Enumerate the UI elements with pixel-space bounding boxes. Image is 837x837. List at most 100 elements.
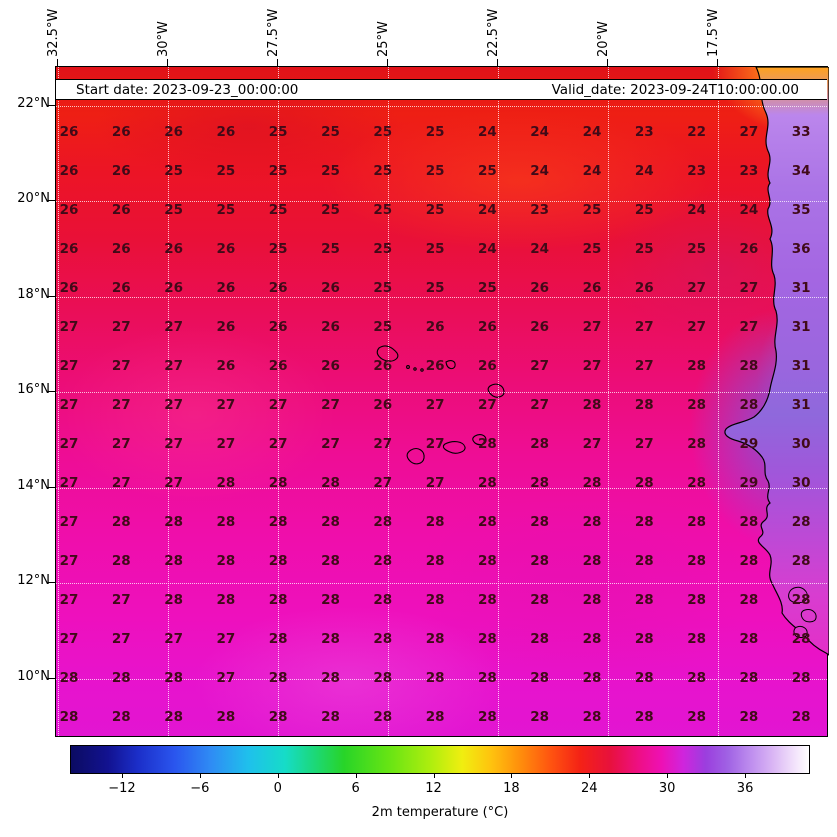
temp-value: 27 [582,436,602,452]
temp-value: 28 [634,514,654,530]
temp-value: 28 [791,592,811,608]
temp-value: 25 [582,241,602,257]
temp-value: 27 [164,319,183,335]
temp-value: 25 [268,241,288,257]
temp-value: 31 [791,280,811,296]
colorbar-tick-label: 30 [658,781,676,796]
temp-value: 28 [739,553,759,569]
temp-value: 27 [164,436,183,452]
temp-value: 27 [687,280,706,296]
temp-value: 26 [268,280,288,296]
temp-value: 27 [216,397,236,413]
colorbar-tick-label: −6 [190,781,210,796]
temp-value: 25 [373,163,393,179]
y-tick-mark [48,582,55,583]
temp-value: 28 [216,592,236,608]
colorbar-tick-label: 18 [503,781,520,796]
temp-value: 27 [268,397,288,413]
temp-value: 25 [425,241,445,257]
temp-value: 23 [530,202,550,218]
temp-value: 26 [59,241,79,257]
temp-value: 33 [791,124,811,140]
temp-value: 28 [582,397,602,413]
temp-value: 27 [164,475,183,491]
temp-value: 26 [373,358,393,374]
temp-value: 26 [164,124,183,140]
temp-value: 28 [164,592,183,608]
y-tick-label: 10°N [17,669,50,684]
temp-value: 34 [791,163,811,179]
temp-value: 26 [530,280,550,296]
temp-value: 28 [321,553,340,569]
latitude-gridline [56,297,827,298]
x-tick-mark [387,59,388,66]
temp-value: 27 [59,592,79,608]
temp-value: 25 [477,280,497,296]
x-tick-label: 22.5°W [486,8,501,57]
temp-value: 28 [530,670,550,686]
temp-value: 35 [791,202,811,218]
african-coast-landmass [724,67,829,656]
temp-value: 27 [111,319,131,335]
temp-value: 28 [739,358,759,374]
temp-value: 28 [687,358,706,374]
y-tick-mark [48,105,55,106]
latitude-gridline [56,392,827,393]
temp-value: 26 [530,319,550,335]
temp-value: 27 [425,475,445,491]
temp-value: 24 [687,202,706,218]
temp-value: 28 [582,631,602,647]
longitude-gridline [608,67,609,736]
temp-value: 28 [268,553,288,569]
y-tick-label: 12°N [17,573,50,588]
temp-value: 31 [791,319,811,335]
temp-value: 25 [164,163,183,179]
colorbar-tick-mark [121,774,123,778]
temp-value: 26 [164,241,183,257]
temp-value: 28 [216,709,236,725]
start-date-label: Start date: 2023-09-23_00:00:00 [76,81,299,98]
temp-value: 29 [739,436,759,452]
colorbar-tick-label: −12 [108,781,136,796]
temp-value: 24 [530,163,550,179]
temp-value: 27 [216,436,236,452]
temp-value: 26 [582,280,602,296]
temp-value: 28 [634,709,654,725]
temp-value: 24 [582,163,602,179]
colorbar-tick-mark [589,774,591,778]
temp-value: 27 [59,397,79,413]
latitude-gridline [56,201,827,202]
temp-value: 26 [321,280,340,296]
temp-value: 27 [111,631,131,647]
latitude-gridline [56,679,827,680]
temp-value: 27 [321,436,340,452]
temp-value: 28 [634,631,654,647]
temp-value: 31 [791,358,811,374]
temp-value: 28 [321,670,340,686]
temp-value: 26 [164,280,183,296]
temp-value: 27 [164,631,183,647]
temp-value: 26 [739,241,759,257]
temp-value: 28 [582,670,602,686]
temp-value: 28 [530,709,550,725]
temp-value: 27 [111,436,131,452]
temp-value: 26 [216,319,236,335]
temp-value: 31 [791,397,811,413]
temp-value: 28 [739,670,759,686]
temp-value: 28 [373,553,393,569]
x-tick-label: 27.5°W [266,8,281,57]
temp-value: 28 [373,631,393,647]
temp-value: 25 [425,202,445,218]
temp-value: 25 [216,202,236,218]
temp-value: 25 [321,202,340,218]
temp-value: 24 [477,202,497,218]
temp-value: 28 [530,553,550,569]
temp-value: 26 [425,358,445,374]
temp-value: 26 [321,358,340,374]
x-tick-mark [717,59,718,66]
longitude-gridline [278,67,279,736]
temp-value: 25 [687,241,706,257]
temp-value: 27 [634,436,654,452]
temp-value: 28 [530,592,550,608]
